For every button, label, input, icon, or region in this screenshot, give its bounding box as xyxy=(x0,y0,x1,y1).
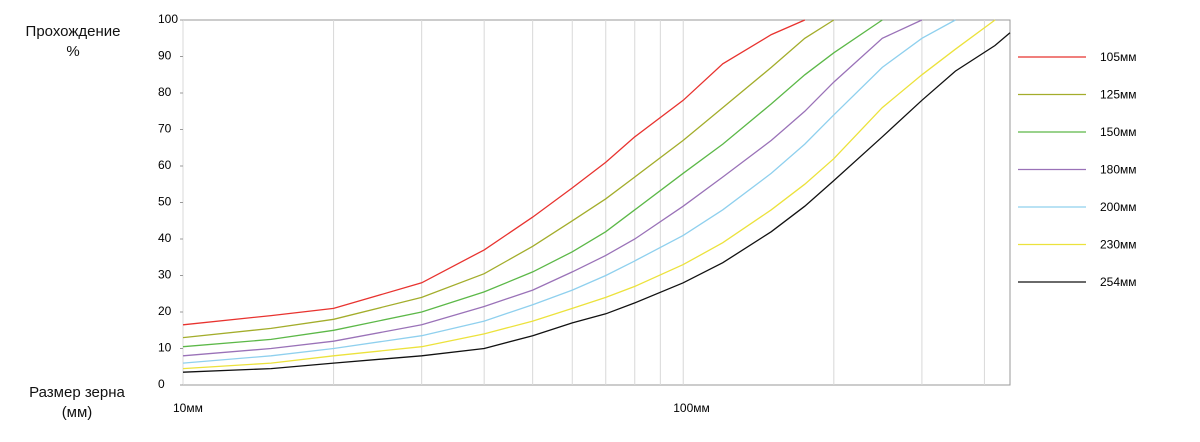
y-tick-label: 30 xyxy=(158,268,172,282)
y-tick-label: 0 xyxy=(158,377,165,391)
series-line xyxy=(182,19,996,370)
legend-label: 230мм xyxy=(1100,238,1137,252)
legend-label: 105мм xyxy=(1100,50,1137,64)
series-line xyxy=(182,19,835,339)
y-tick-label: 20 xyxy=(158,304,172,318)
y-tick-label: 80 xyxy=(158,85,172,99)
series-line xyxy=(182,19,883,348)
legend-label: 254мм xyxy=(1100,275,1137,289)
y-tick-label: 100 xyxy=(158,12,178,26)
series-line xyxy=(182,19,956,364)
y-tick-label: 60 xyxy=(158,158,172,172)
y-tick-label: 70 xyxy=(158,122,172,136)
x-tick-label: 100мм xyxy=(673,401,710,415)
series-line xyxy=(182,19,923,357)
legend-label: 150мм xyxy=(1100,125,1137,139)
y-tick-label: 10 xyxy=(158,341,172,355)
plot-frame xyxy=(182,19,1011,386)
legend-label: 180мм xyxy=(1100,163,1137,177)
series-line xyxy=(182,32,1011,373)
y-tick-label: 90 xyxy=(158,49,172,63)
legend-label: 200мм xyxy=(1100,200,1137,214)
x-axis-title: Размер зерна (мм) xyxy=(29,384,125,421)
x-tick-label: 10мм xyxy=(173,401,203,415)
series-line xyxy=(182,19,806,326)
y-axis-title: Прохождение % xyxy=(25,23,121,60)
y-tick-label: 40 xyxy=(158,231,172,245)
legend-label: 125мм xyxy=(1100,88,1137,102)
y-tick-label: 50 xyxy=(158,195,172,209)
